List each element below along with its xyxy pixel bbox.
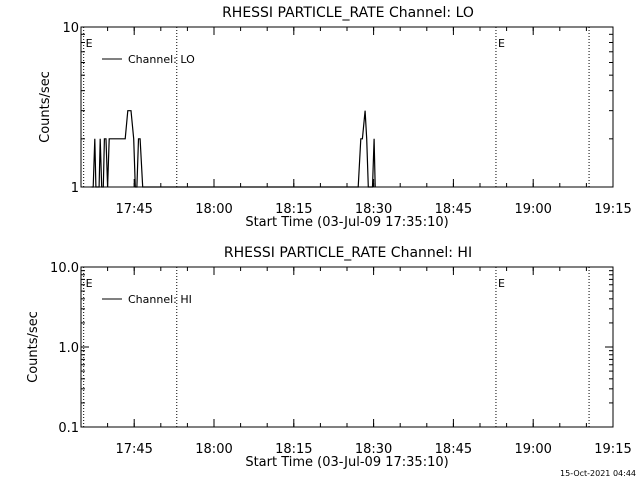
y-ticks-hi: 0.1 1.0 10.0 (50, 261, 613, 436)
y-tick-label: 1 (71, 181, 79, 196)
event-marker-label: E (86, 37, 93, 50)
y-tick-label: 1.0 (58, 341, 79, 356)
x-tick-label: 19:15 (594, 442, 631, 457)
x-axis-label-lo: Start Time (03-Jul-09 17:35:10) (245, 215, 448, 230)
x-tick-label: 18:45 (435, 202, 472, 217)
legend-hi: Channel: HI (102, 293, 192, 306)
x-tick-label: 18:00 (195, 202, 232, 217)
event-marker-label: E (86, 277, 93, 290)
x-tick-label: 17:45 (115, 202, 152, 217)
y-ticks-lo: 1 10 (62, 21, 613, 196)
legend-label-hi: Channel: HI (128, 293, 192, 306)
series-line-lo (91, 110, 376, 188)
x-tick-label: 19:00 (514, 442, 551, 457)
x-tick-label: 18:00 (195, 442, 232, 457)
x-tick-label: 18:30 (355, 202, 392, 217)
x-axis-label-hi: Start Time (03-Jul-09 17:35:10) (245, 455, 448, 470)
y-axis-label-lo: Counts/sec (38, 71, 53, 143)
x-tick-label: 18:15 (275, 442, 312, 457)
x-ticks-lo: 17:45 18:00 18:15 18:30 18:45 19:00 19:15 (80, 27, 632, 217)
y-tick-label: 10.0 (50, 261, 79, 276)
y-tick-label: 10 (62, 21, 79, 36)
event-marker-label: E (498, 37, 505, 50)
y-axis-label-hi: Counts/sec (26, 311, 41, 383)
plot-frame-lo (80, 26, 614, 188)
event-marker-label: E (498, 277, 505, 290)
plot-frame-hi (80, 266, 614, 428)
x-tick-label: 18:30 (355, 442, 392, 457)
x-tick-label: 17:45 (115, 442, 152, 457)
x-ticks-hi: 17:45 18:00 18:15 18:30 18:45 19:00 19:15 (80, 267, 632, 457)
legend-lo: Channel: LO (102, 53, 195, 66)
x-tick-label: 18:45 (435, 442, 472, 457)
chart-title-lo: RHESSI PARTICLE_RATE Channel: LO (222, 5, 474, 21)
chart-title-hi: RHESSI PARTICLE_RATE Channel: HI (224, 245, 472, 261)
footer-timestamp: 15-Oct-2021 04:44 (560, 469, 636, 478)
x-tick-label: 19:15 (594, 202, 631, 217)
y-tick-label: 0.1 (58, 421, 79, 436)
legend-label-lo: Channel: LO (128, 53, 195, 66)
x-tick-label: 18:15 (275, 202, 312, 217)
x-tick-label: 19:00 (514, 202, 551, 217)
